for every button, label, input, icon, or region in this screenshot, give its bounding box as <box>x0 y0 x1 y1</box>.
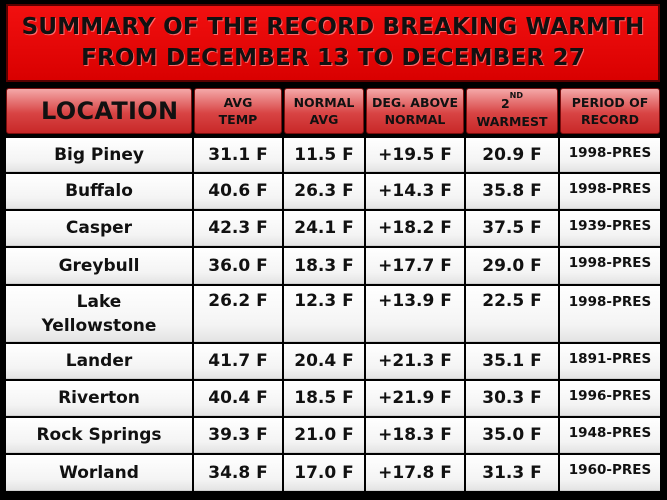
cell-deg-above: +18.3 F <box>366 418 464 453</box>
cell-location: Lander <box>6 344 192 379</box>
table-row: Greybull 36.0 F 18.3 F +17.7 F 29.0 F 19… <box>6 248 660 284</box>
table-row: Big Piney 31.1 F 11.5 F +19.5 F 20.9 F 1… <box>6 138 660 172</box>
cell-2nd-warmest: 35.1 F <box>466 344 558 379</box>
cell-period: 1998-PRES <box>560 286 660 342</box>
cell-2nd-warmest: 20.9 F <box>466 138 558 172</box>
cell-normal-avg: 18.5 F <box>284 381 364 416</box>
cell-avg-temp: 42.3 F <box>194 211 282 246</box>
cell-avg-temp: 41.7 F <box>194 344 282 379</box>
cell-normal-avg: 12.3 F <box>284 286 364 342</box>
cell-2nd-warmest: 35.0 F <box>466 418 558 453</box>
header-deg-above-normal: DEG. ABOVE NORMAL <box>366 88 464 134</box>
cell-period: 1998-PRES <box>560 138 660 172</box>
header-avg-temp: AVG TEMP <box>194 88 282 134</box>
header-deg-line2: NORMAL <box>384 112 446 127</box>
cell-2nd-warmest: 30.3 F <box>466 381 558 416</box>
header-row: LOCATION AVG TEMP NORMAL AVG DEG. ABOVE … <box>6 88 660 134</box>
table-row: Worland 34.8 F 17.0 F +17.8 F 31.3 F 196… <box>6 455 660 491</box>
cell-avg-temp: 40.4 F <box>194 381 282 416</box>
cell-period: 1960-PRES <box>560 455 660 491</box>
cell-deg-above: +18.2 F <box>366 211 464 246</box>
cell-location: Worland <box>6 455 192 491</box>
cell-period: 1891-PRES <box>560 344 660 379</box>
cell-period: 1948-PRES <box>560 418 660 453</box>
cell-location: Big Piney <box>6 138 192 172</box>
cell-location: Buffalo <box>6 174 192 209</box>
cell-location: Rock Springs <box>6 418 192 453</box>
cell-normal-avg: 20.4 F <box>284 344 364 379</box>
header-normal-line2: AVG <box>309 112 339 127</box>
table-row: Lander 41.7 F 20.4 F +21.3 F 35.1 F 1891… <box>6 344 660 379</box>
records-table: LOCATION AVG TEMP NORMAL AVG DEG. ABOVE … <box>6 86 660 494</box>
header-warmest-num: 2 <box>500 96 510 112</box>
title-banner: SUMMARY OF THE RECORD BREAKING WARMTH FR… <box>6 4 660 82</box>
cell-avg-temp: 34.8 F <box>194 455 282 491</box>
cell-deg-above: +17.8 F <box>366 455 464 491</box>
cell-avg-temp: 40.6 F <box>194 174 282 209</box>
cell-location: Riverton <box>6 381 192 416</box>
table-row: Buffalo 40.6 F 26.3 F +14.3 F 35.8 F 199… <box>6 174 660 209</box>
cell-deg-above: +21.3 F <box>366 344 464 379</box>
title-line-2: FROM DECEMBER 13 TO DECEMBER 27 <box>81 45 585 71</box>
cell-avg-temp: 26.2 F <box>194 286 282 342</box>
cell-location: Greybull <box>6 248 192 284</box>
cell-2nd-warmest: 31.3 F <box>466 455 558 491</box>
cell-deg-above: +17.7 F <box>366 248 464 284</box>
header-warmest-line2: WARMEST <box>476 113 548 129</box>
header-period-line1: PERIOD OF <box>571 95 649 110</box>
table-row: Casper 42.3 F 24.1 F +18.2 F 37.5 F 1939… <box>6 211 660 246</box>
header-location: LOCATION <box>6 88 192 134</box>
cell-location-line1: Lake <box>76 291 122 312</box>
cell-avg-temp: 39.3 F <box>194 418 282 453</box>
cell-2nd-warmest: 35.8 F <box>466 174 558 209</box>
cell-location: Lake Yellowstone <box>6 286 192 342</box>
cell-period: 1939-PRES <box>560 211 660 246</box>
table-row: Lake Yellowstone 26.2 F 12.3 F +13.9 F 2… <box>6 286 660 342</box>
header-normal-avg: NORMAL AVG <box>284 88 364 134</box>
cell-period: 1998-PRES <box>560 174 660 209</box>
cell-location: Casper <box>6 211 192 246</box>
cell-deg-above: +21.9 F <box>366 381 464 416</box>
cell-2nd-warmest: 37.5 F <box>466 211 558 246</box>
cell-normal-avg: 26.3 F <box>284 174 364 209</box>
header-period-line2: RECORD <box>581 112 639 127</box>
header-normal-line1: NORMAL <box>293 95 355 110</box>
cell-normal-avg: 21.0 F <box>284 418 364 453</box>
cell-2nd-warmest: 22.5 F <box>466 286 558 342</box>
cell-normal-avg: 18.3 F <box>284 248 364 284</box>
cell-deg-above: +13.9 F <box>366 286 464 342</box>
cell-period: 1996-PRES <box>560 381 660 416</box>
cell-2nd-warmest: 29.0 F <box>466 248 558 284</box>
cell-location-line2: Yellowstone <box>41 315 157 336</box>
cell-avg-temp: 36.0 F <box>194 248 282 284</box>
cell-deg-above: +19.5 F <box>366 138 464 172</box>
cell-deg-above: +14.3 F <box>366 174 464 209</box>
cell-avg-temp: 31.1 F <box>194 138 282 172</box>
cell-period: 1998-PRES <box>560 248 660 284</box>
header-avg-temp-line2: TEMP <box>218 112 258 127</box>
header-period-of-record: PERIOD OF RECORD <box>560 88 660 134</box>
header-warmest-sup: ND <box>509 91 524 101</box>
cell-normal-avg: 24.1 F <box>284 211 364 246</box>
header-2nd-warmest: 2ND WARMEST <box>466 88 558 134</box>
table-row: Rock Springs 39.3 F 21.0 F +18.3 F 35.0 … <box>6 418 660 453</box>
header-deg-line1: DEG. ABOVE <box>372 95 458 110</box>
cell-normal-avg: 17.0 F <box>284 455 364 491</box>
cell-normal-avg: 11.5 F <box>284 138 364 172</box>
title-line-1: SUMMARY OF THE RECORD BREAKING WARMTH <box>21 14 645 40</box>
table-row: Riverton 40.4 F 18.5 F +21.9 F 30.3 F 19… <box>6 381 660 416</box>
header-avg-temp-line1: AVG <box>223 95 253 110</box>
header-warmest-line1: 2ND <box>500 91 524 112</box>
